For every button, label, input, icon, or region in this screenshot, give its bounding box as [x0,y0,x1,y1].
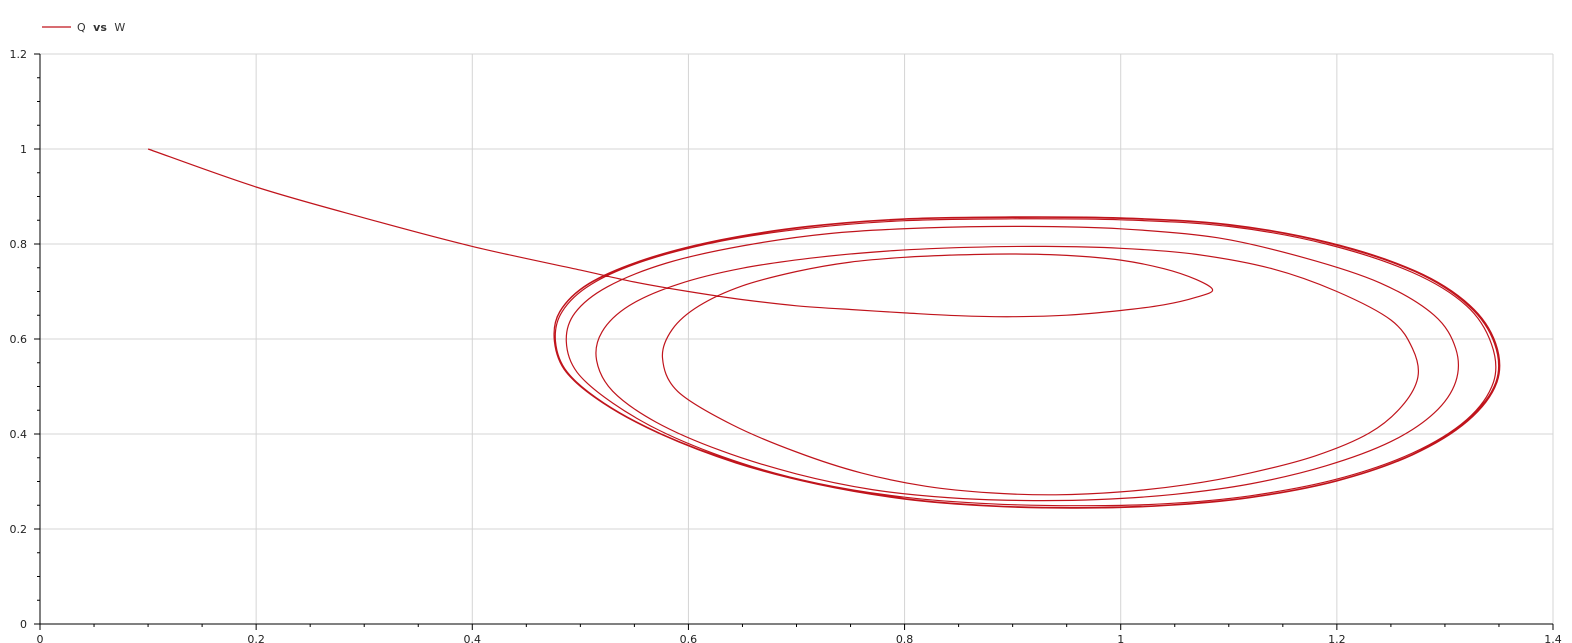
legend-y-name: Q [77,21,86,34]
series-line-q-vs-w [147,148,1501,509]
y-tick-label-4: 0.8 [10,238,28,251]
legend: Q vs W [42,21,125,34]
legend-label-q-vs-w: Q vs W [77,21,125,34]
x-tick-label-0: 0 [37,633,44,643]
y-tick-label-0: 0 [20,618,27,631]
x-tick-label-2: 0.4 [464,633,482,643]
x-tick-label-5: 1 [1117,633,1124,643]
legend-joiner: vs [93,21,107,34]
x-tick-label-1: 0.2 [247,633,265,643]
x-tick-label-3: 0.6 [680,633,698,643]
legend-x-name: W [114,21,125,34]
x-tick-label-4: 0.8 [896,633,914,643]
y-tick-label-3: 0.6 [10,333,28,346]
tick-labels: 0 0.2 0.4 0.6 0.8 1 1.2 0 0.2 0.4 0.6 0.8 1 1.2 1.4 [10,48,1562,643]
y-tick-label-6: 1.2 [10,48,28,61]
series-layer [147,148,1501,509]
x-tick-label-7: 1.4 [1544,633,1562,643]
x-tick-label-6: 1.2 [1328,633,1346,643]
y-tick-label-5: 1 [20,143,27,156]
y-tick-label-2: 0.4 [10,428,28,441]
y-tick-label-1: 0.2 [10,523,28,536]
axes [34,53,1554,630]
grid [40,53,1554,624]
